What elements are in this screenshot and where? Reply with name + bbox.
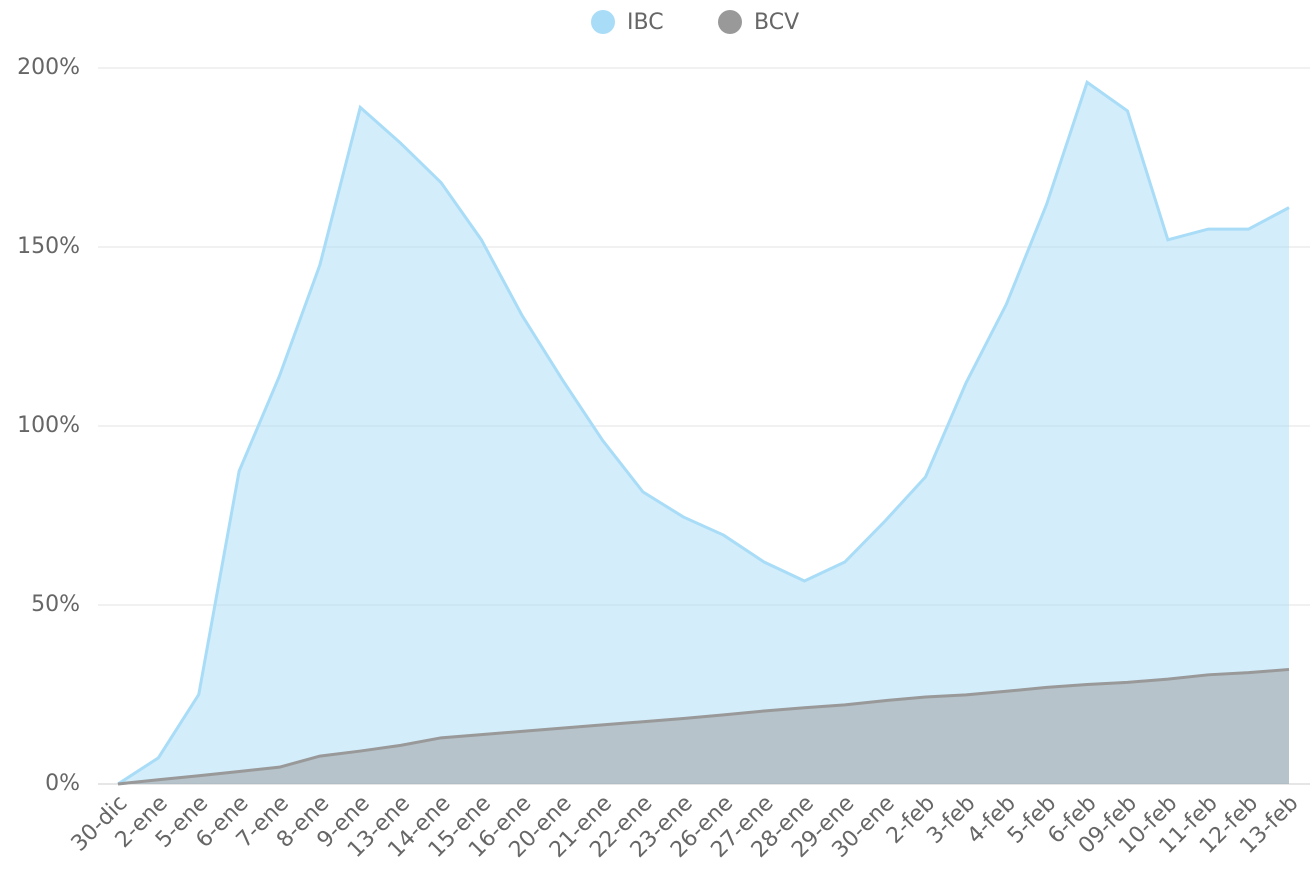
y-tick-label: 50% bbox=[31, 592, 80, 617]
y-tick-label: 150% bbox=[17, 234, 80, 259]
legend-label: BCV bbox=[754, 10, 799, 35]
y-tick-label: 200% bbox=[17, 55, 80, 80]
area-line bbox=[117, 79, 1290, 786]
y-tick-label: 0% bbox=[45, 771, 80, 796]
legend-marker bbox=[718, 10, 742, 34]
y-tick-label: 100% bbox=[17, 413, 80, 438]
legend-marker bbox=[591, 10, 615, 34]
legend-label: IBC bbox=[627, 10, 664, 35]
area-fill bbox=[118, 669, 1289, 784]
area-line bbox=[117, 667, 1290, 786]
area-fill bbox=[118, 82, 1289, 784]
